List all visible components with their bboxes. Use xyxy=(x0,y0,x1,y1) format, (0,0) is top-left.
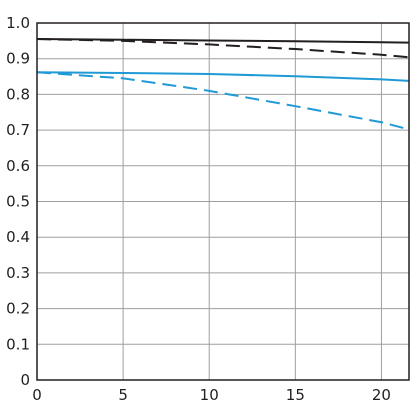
plot-frame xyxy=(36,22,410,381)
series-lines xyxy=(36,38,410,131)
x-tick-label: 0 xyxy=(32,386,42,404)
y-tick-label: 0.4 xyxy=(6,228,30,246)
y-tick-label: 0.5 xyxy=(6,193,30,211)
x-tick-label: 10 xyxy=(200,386,219,404)
y-tick-label: 0.2 xyxy=(6,300,30,318)
series-line-2 xyxy=(36,71,410,82)
x-tick-label: 20 xyxy=(372,386,391,404)
series-line-1 xyxy=(36,38,410,59)
y-tick-label: 0.3 xyxy=(6,264,30,282)
y-tick-label: 0.9 xyxy=(6,50,30,68)
grid xyxy=(37,23,409,380)
y-tick-label: 0.8 xyxy=(6,85,30,103)
x-tick-label: 5 xyxy=(118,386,128,404)
y-tick-label: 1.0 xyxy=(6,14,30,32)
tick-labels: 0 0.1 0.2 0.3 0.4 0.5 0.6 0.7 0.8 0.9 1.0 0 5 10 15 20 xyxy=(6,14,391,404)
y-tick-label: 0.6 xyxy=(6,157,30,175)
x-tick-label: 15 xyxy=(286,386,305,404)
y-tick-label: 0 xyxy=(20,371,30,389)
y-tick-label: 0.7 xyxy=(6,121,30,139)
y-tick-label: 0.1 xyxy=(6,335,30,353)
series-line-3 xyxy=(36,71,410,131)
